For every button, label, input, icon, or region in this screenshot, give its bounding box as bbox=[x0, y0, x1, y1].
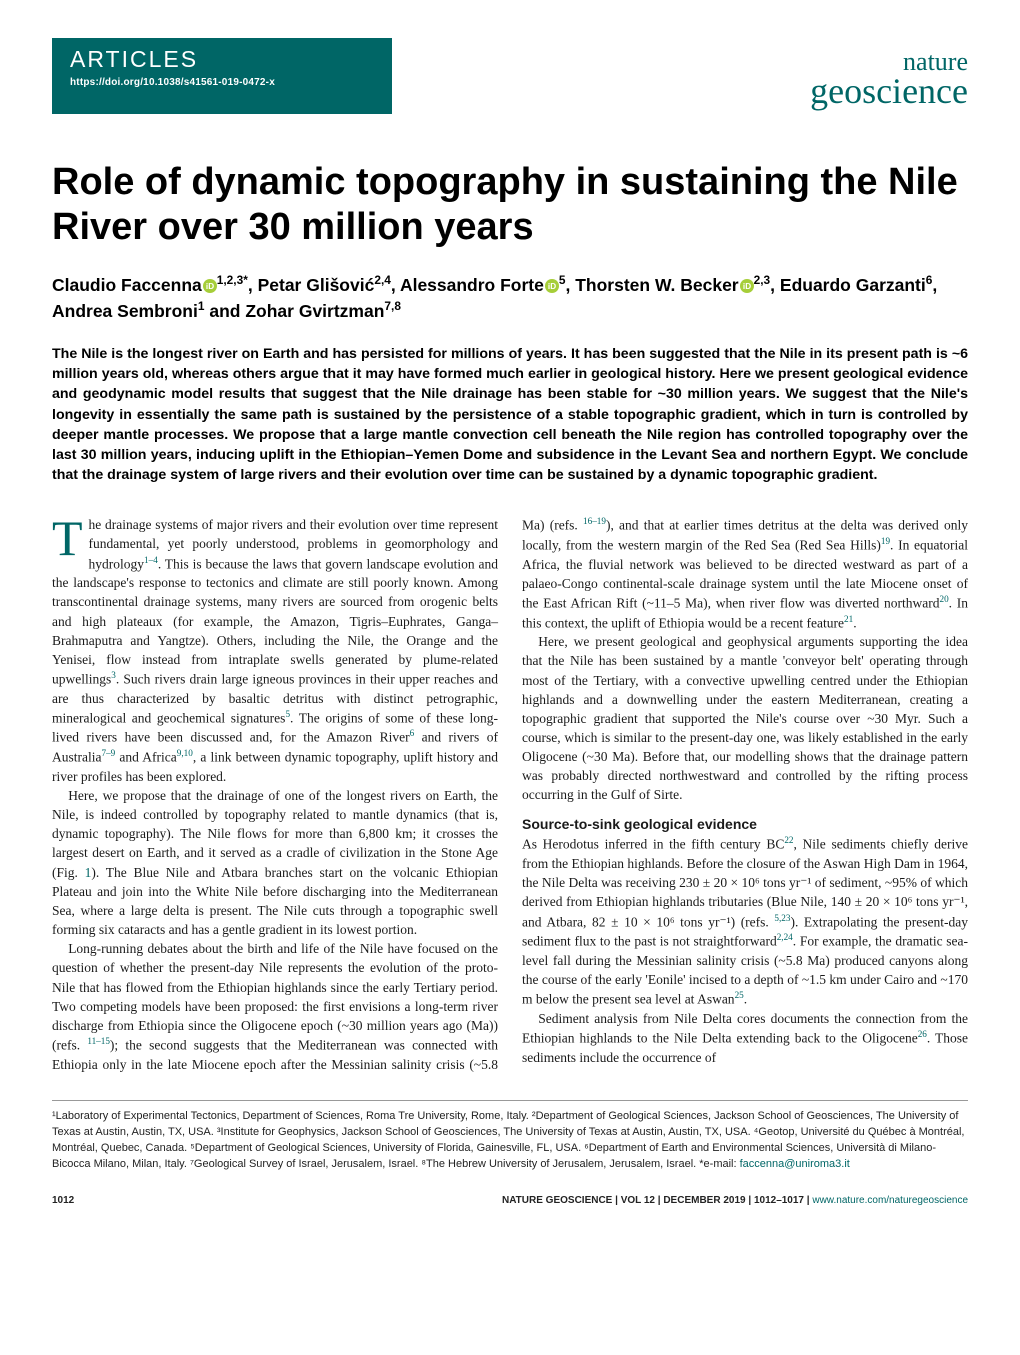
footer-citation: NATURE GEOSCIENCE | VOL 12 | DECEMBER 20… bbox=[502, 1195, 968, 1206]
section-heading: Source-to-sink geological evidence bbox=[522, 815, 968, 835]
paragraph-6: Sediment analysis from Nile Delta cores … bbox=[522, 1009, 968, 1067]
journal-logo: nature geoscience bbox=[810, 44, 968, 109]
section-tab: ARTICLES https://doi.org/10.1038/s41561-… bbox=[52, 38, 392, 114]
author-1: Claudio Faccenna bbox=[52, 275, 202, 295]
author-6: Andrea Sembroni bbox=[52, 301, 198, 321]
paragraph-5: As Herodotus inferred in the fifth centu… bbox=[522, 834, 968, 1008]
paragraph-4: Here, we present geological and geophysi… bbox=[522, 632, 968, 804]
ref-link[interactable]: 2,24 bbox=[777, 932, 793, 942]
ref-link[interactable]: 20 bbox=[939, 594, 948, 604]
dropcap: T bbox=[52, 515, 89, 560]
ref-link[interactable]: 9,10 bbox=[177, 748, 193, 758]
ref-link[interactable]: 16–19 bbox=[583, 516, 606, 526]
author-7: Zohar Gvirtzman bbox=[245, 301, 384, 321]
ref-link[interactable]: 5,23 bbox=[774, 913, 790, 923]
orcid-icon: iD bbox=[544, 275, 559, 295]
author-7-affil: 7,8 bbox=[384, 299, 401, 313]
author-4-affil: 2,3 bbox=[754, 273, 771, 287]
page-number: 1012 bbox=[52, 1195, 74, 1206]
header-bar: ARTICLES https://doi.org/10.1038/s41561-… bbox=[52, 38, 968, 114]
body-text: The drainage systems of major rivers and… bbox=[52, 515, 968, 1074]
journal-name-2: geoscience bbox=[810, 71, 968, 111]
sep: , bbox=[391, 275, 400, 295]
smallcaps: BC bbox=[766, 837, 784, 852]
sep: , bbox=[248, 275, 258, 295]
orcid-icon: iD bbox=[202, 275, 217, 295]
corresponding-email[interactable]: faccenna@uniroma3.it bbox=[740, 1158, 850, 1170]
ref-link[interactable]: 22 bbox=[784, 835, 793, 845]
author-5: Eduardo Garzanti bbox=[780, 275, 926, 295]
sep: , bbox=[932, 275, 937, 295]
sep: , bbox=[770, 275, 780, 295]
abstract: The Nile is the longest river on Earth a… bbox=[52, 344, 968, 485]
author-4: Thorsten W. Becker bbox=[575, 275, 738, 295]
paragraph-1: The drainage systems of major rivers and… bbox=[52, 515, 498, 786]
article-title: Role of dynamic topography in sustaining… bbox=[52, 160, 968, 250]
ref-link[interactable]: 19 bbox=[881, 536, 890, 546]
ref-link[interactable]: 7–9 bbox=[102, 748, 116, 758]
sep: and bbox=[209, 301, 245, 321]
author-6-affil: 1 bbox=[198, 299, 205, 313]
page: ARTICLES https://doi.org/10.1038/s41561-… bbox=[0, 0, 1020, 1236]
author-list: Claudio FaccennaiD1,2,3*, Petar Glišović… bbox=[52, 272, 968, 325]
doi-link[interactable]: https://doi.org/10.1038/s41561-019-0472-… bbox=[70, 77, 374, 88]
ref-link[interactable]: 25 bbox=[735, 990, 744, 1000]
divider bbox=[52, 1100, 968, 1101]
ref-link[interactable]: 21 bbox=[844, 614, 853, 624]
author-1-affil: 1,2,3* bbox=[217, 273, 248, 287]
ref-link[interactable]: 26 bbox=[918, 1029, 927, 1039]
ref-link[interactable]: 1–4 bbox=[144, 555, 158, 565]
orcid-icon: iD bbox=[739, 275, 754, 295]
svg-text:iD: iD bbox=[548, 282, 556, 291]
affiliations: ¹Laboratory of Experimental Tectonics, D… bbox=[52, 1109, 968, 1173]
author-2: Petar Glišović bbox=[258, 275, 375, 295]
journal-url[interactable]: www.nature.com/naturegeoscience bbox=[812, 1195, 968, 1206]
page-footer: 1012 NATURE GEOSCIENCE | VOL 12 | DECEMB… bbox=[52, 1195, 968, 1206]
svg-text:iD: iD bbox=[206, 282, 214, 291]
ref-link[interactable]: 11–15 bbox=[87, 1036, 110, 1046]
author-3: Alessandro Forte bbox=[400, 275, 544, 295]
sep: , bbox=[566, 275, 576, 295]
section-label: ARTICLES bbox=[70, 46, 374, 73]
svg-text:iD: iD bbox=[743, 282, 751, 291]
paragraph-2: Here, we propose that the drainage of on… bbox=[52, 786, 498, 939]
author-3-affil: 5 bbox=[559, 273, 566, 287]
author-2-affil: 2,4 bbox=[374, 273, 391, 287]
